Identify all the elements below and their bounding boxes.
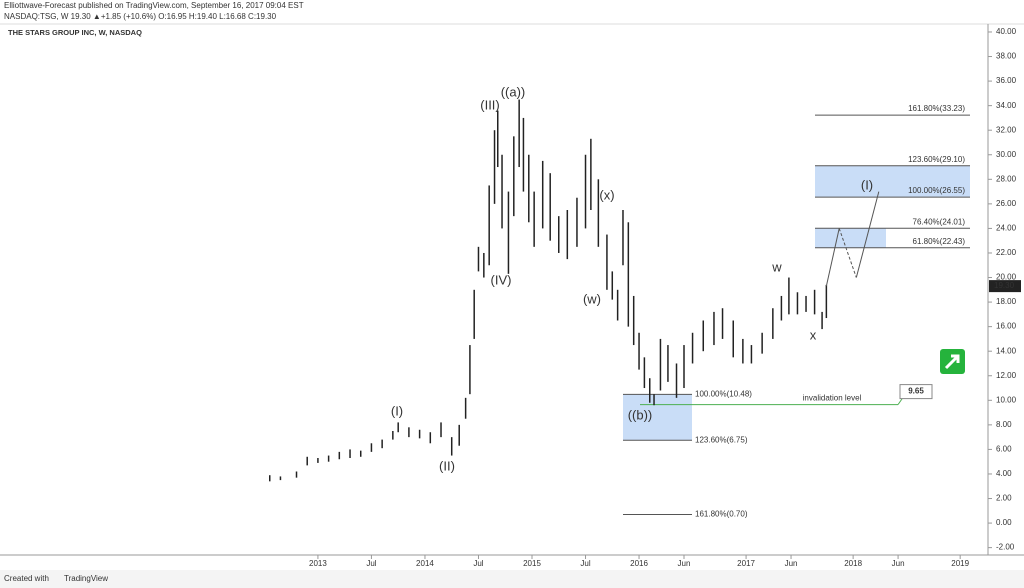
wave-label: x <box>810 327 817 342</box>
fib-label: 123.60%(6.75) <box>695 435 748 444</box>
wave-label: ((a)) <box>501 84 526 99</box>
footer-brand: TradingView <box>64 574 108 583</box>
x-tick-label: Jun <box>892 559 905 568</box>
y-tick-label: 34.00 <box>996 101 1017 110</box>
x-tick-label: Jul <box>473 559 483 568</box>
x-tick-label: Jul <box>580 559 590 568</box>
last-price-label: 19.30 <box>994 281 1015 290</box>
y-tick-label: 14.00 <box>996 346 1017 355</box>
publisher: Elliottwave-Forecast published on Tradin… <box>4 1 304 10</box>
y-tick-label: 2.00 <box>996 494 1012 503</box>
x-tick-label: 2013 <box>309 559 327 568</box>
x-tick-label: 2014 <box>416 559 434 568</box>
wave-label: (II) <box>439 458 455 473</box>
y-tick-label: 20.00 <box>996 273 1017 282</box>
y-tick-label: 22.00 <box>996 248 1017 257</box>
wave-label: (IV) <box>491 272 512 287</box>
y-tick-label: 12.00 <box>996 371 1017 380</box>
y-tick-label: 36.00 <box>996 76 1017 85</box>
y-tick-label: 28.00 <box>996 174 1017 183</box>
y-tick-label: 32.00 <box>996 125 1017 134</box>
fib-label: 123.60%(29.10) <box>908 155 965 164</box>
y-tick-label: 40.00 <box>996 27 1017 36</box>
invalidation-box <box>899 384 933 400</box>
wave-label: (w) <box>583 291 601 306</box>
projection-segment <box>838 228 857 278</box>
y-tick-label: 26.00 <box>996 199 1017 208</box>
target-zone <box>815 165 970 198</box>
wave-label: (x) <box>599 187 614 202</box>
x-tick-label: Jul <box>366 559 376 568</box>
wave-label: (I) <box>391 403 403 418</box>
y-tick-label: 38.00 <box>996 52 1017 61</box>
x-tick-label: Jun <box>785 559 798 568</box>
y-tick-label: -2.00 <box>996 543 1015 552</box>
footer-bar <box>0 570 1024 588</box>
y-tick-label: 16.00 <box>996 322 1017 331</box>
x-tick-label: 2017 <box>737 559 755 568</box>
footer-created: Created with <box>4 574 49 583</box>
fib-label: 100.00%(26.55) <box>908 186 965 195</box>
y-tick-label: 24.00 <box>996 224 1017 233</box>
y-tick-label: 10.00 <box>996 395 1017 404</box>
projection-segment <box>855 191 880 278</box>
chart-title: THE STARS GROUP INC, W, NASDAQ <box>8 28 142 37</box>
wave-label: ((b)) <box>628 407 653 422</box>
y-tick-label: 6.00 <box>996 445 1012 454</box>
y-tick-label: 30.00 <box>996 150 1017 159</box>
fib-label: 161.80%(0.70) <box>695 510 748 519</box>
quote: NASDAQ:TSG, W 19.30 ▲+1.85 (+10.6%) O:16… <box>4 12 277 21</box>
support-zone <box>623 394 692 441</box>
wave-label: (III) <box>480 97 500 112</box>
x-tick-label: 2018 <box>844 559 862 568</box>
x-tick-label: 2015 <box>523 559 541 568</box>
last-price-box <box>989 280 1021 293</box>
y-tick-label: 18.00 <box>996 297 1017 306</box>
wave-label: (I) <box>861 177 873 192</box>
y-tick-label: 0.00 <box>996 518 1012 527</box>
target-zone <box>815 228 886 248</box>
y-tick-label: 8.00 <box>996 420 1012 429</box>
fib-label: 76.40%(24.01) <box>913 217 966 226</box>
arrow-glyph <box>944 354 960 370</box>
x-tick-label: Jun <box>678 559 691 568</box>
y-tick-label: 4.00 <box>996 469 1012 478</box>
invalidation-value: 9.65 <box>908 387 924 396</box>
wave-label: w <box>771 259 782 274</box>
x-tick-label: 2019 <box>951 559 969 568</box>
projection-segment <box>825 228 840 287</box>
fib-label: 100.00%(10.48) <box>695 390 752 399</box>
x-tick-label: 2016 <box>630 559 648 568</box>
fib-label: 61.80%(22.43) <box>913 237 966 246</box>
invalidation-text: invalidation level <box>803 394 862 403</box>
fib-label: 161.80%(33.23) <box>908 104 965 113</box>
